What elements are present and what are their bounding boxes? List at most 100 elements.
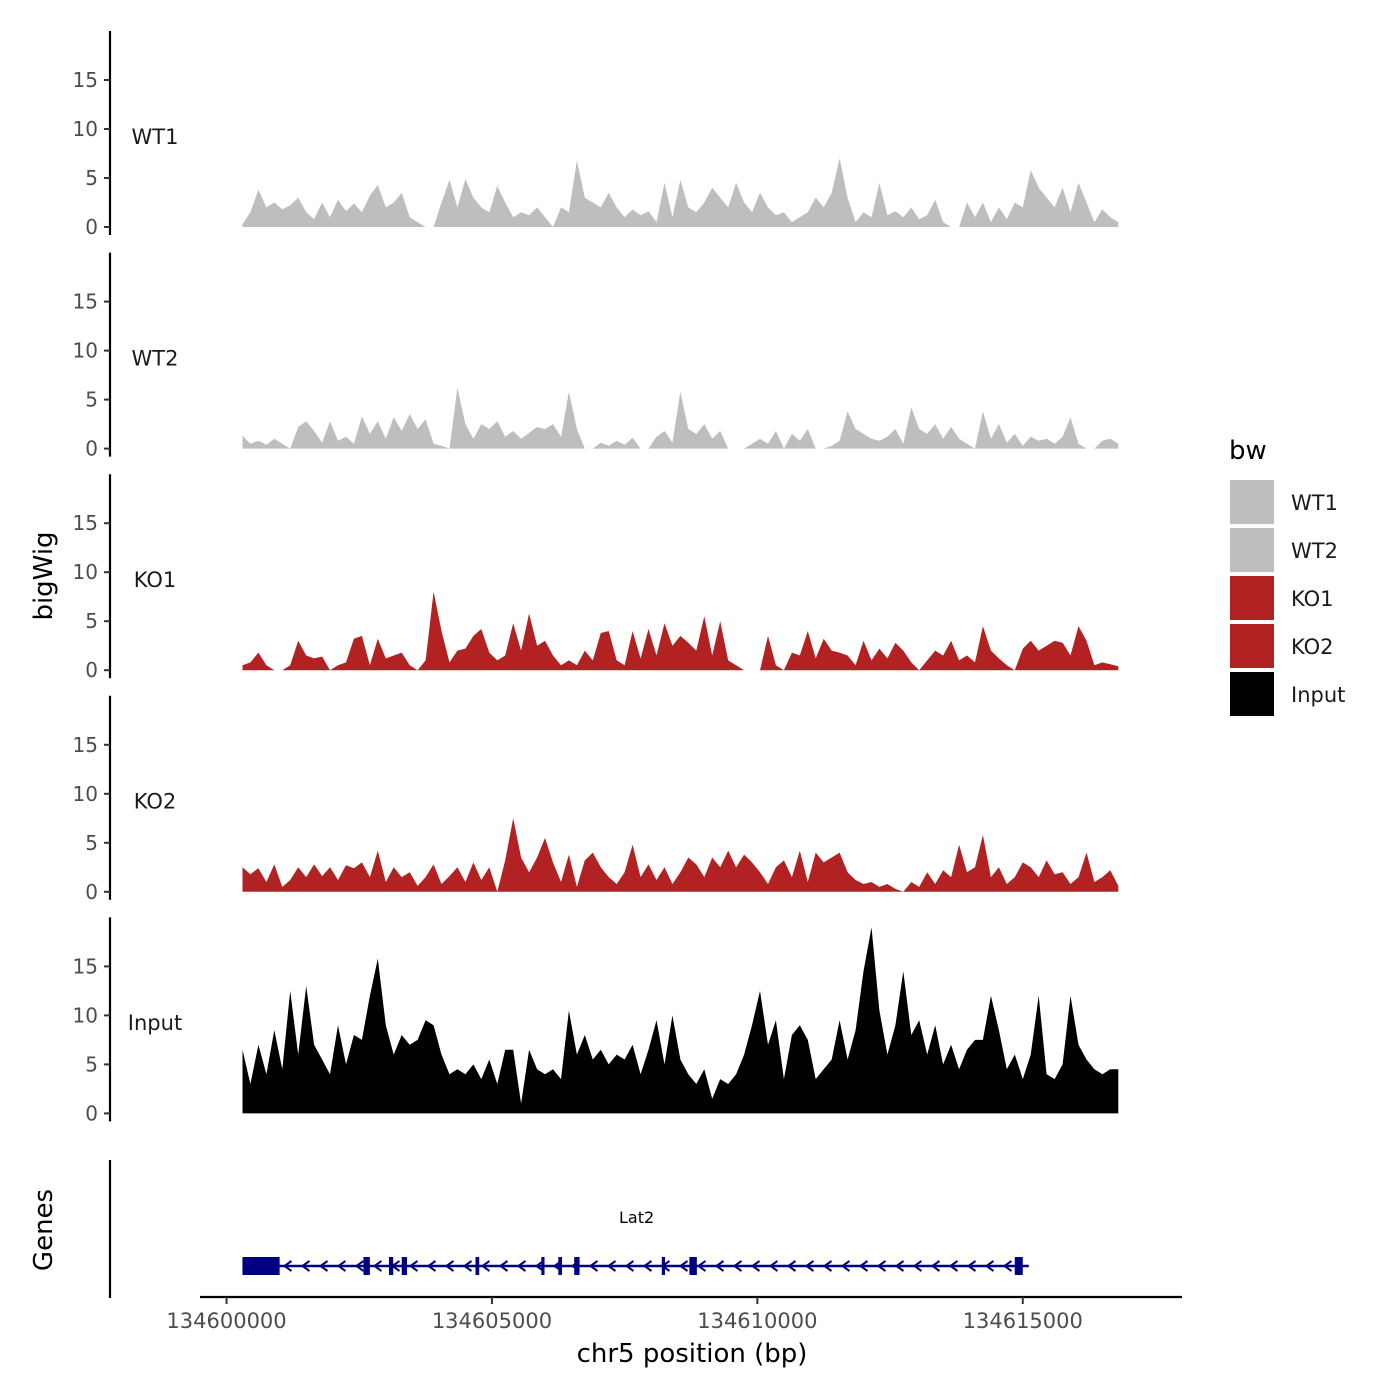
- x-tick-label: 134605000: [432, 1309, 552, 1333]
- exon: [388, 1257, 394, 1275]
- area-ko1: [242, 591, 1119, 671]
- y-tick-label: 0: [85, 880, 98, 904]
- exon: [401, 1257, 408, 1275]
- strand-arrow: [372, 1260, 383, 1272]
- legend-title: bw: [1229, 436, 1267, 466]
- strand-arrow: [624, 1260, 635, 1272]
- strand-arrow: [444, 1260, 455, 1272]
- genes-axis-title: Genes: [29, 1189, 59, 1271]
- strand-arrow: [750, 1260, 761, 1272]
- strand-arrow: [912, 1260, 923, 1272]
- y-tick-label: 0: [85, 215, 98, 239]
- legend-key: [1230, 672, 1274, 716]
- legend-label: WT2: [1291, 539, 1338, 563]
- legend-label: KO2: [1291, 635, 1334, 659]
- strand-arrow: [678, 1260, 689, 1272]
- y-tick-label: 0: [85, 1101, 98, 1125]
- strand-arrow: [300, 1260, 311, 1272]
- legend-label: Input: [1291, 683, 1345, 707]
- y-tick-label: 10: [73, 782, 98, 806]
- strand-arrow: [804, 1260, 815, 1272]
- strand-arrow: [282, 1260, 293, 1272]
- strand-arrow: [714, 1260, 725, 1272]
- legend-label: WT1: [1291, 491, 1338, 515]
- strand-arrow: [840, 1260, 851, 1272]
- x-axis-title: chr5 position (bp): [577, 1339, 808, 1369]
- exon: [363, 1257, 370, 1275]
- y-tick-label: 15: [73, 511, 98, 535]
- y-tick-label: 5: [85, 166, 98, 190]
- y-tick-label: 0: [85, 437, 98, 461]
- y-tick-label: 10: [73, 339, 98, 363]
- legend-key: [1230, 528, 1274, 572]
- area-wt2: [242, 387, 1119, 449]
- x-tick-label: 134600000: [166, 1309, 286, 1333]
- strand-arrow: [930, 1260, 941, 1272]
- strand-arrow: [480, 1260, 491, 1272]
- strand-arrow: [606, 1260, 617, 1272]
- y-tick-label: 15: [73, 290, 98, 314]
- bigwig-tracks: 0 5 10 15 WT1 0 5 10 15 WT2 0 5 10 15 KO1 0 5 10 15 KO2 0 5 10…: [73, 31, 1119, 1125]
- strand-arrow: [534, 1260, 545, 1272]
- strand-arrow: [984, 1260, 995, 1272]
- y-axis-title: bigWig: [29, 531, 59, 620]
- y-tick-label: 10: [73, 1003, 98, 1027]
- y-tick-label: 5: [85, 1052, 98, 1076]
- exon: [1014, 1257, 1023, 1275]
- y-tick-label: 15: [73, 954, 98, 978]
- exon: [689, 1257, 697, 1275]
- strand-arrow: [336, 1260, 347, 1272]
- strand-arrow: [894, 1260, 905, 1272]
- strand-arrow: [408, 1260, 419, 1272]
- strand-arrow: [786, 1260, 797, 1272]
- strand-arrow: [822, 1260, 833, 1272]
- strand-arrow: [498, 1260, 509, 1272]
- track-label: KO2: [134, 790, 177, 814]
- legend-label: KO1: [1291, 587, 1334, 611]
- y-tick-label: 15: [73, 68, 98, 92]
- legend-key: [1230, 624, 1274, 668]
- strand-arrow: [858, 1260, 869, 1272]
- area-ko2: [242, 818, 1119, 892]
- exon: [475, 1257, 480, 1275]
- strand-arrow: [696, 1260, 707, 1272]
- gene-panel: Lat2: [108, 1160, 1029, 1298]
- y-tick-label: 10: [73, 560, 98, 584]
- y-tick-label: 5: [85, 609, 98, 633]
- strand-arrow: [966, 1260, 977, 1272]
- exon: [574, 1257, 580, 1275]
- strand-arrow: [876, 1260, 887, 1272]
- strand-arrow: [318, 1260, 329, 1272]
- track-label: KO1: [134, 568, 177, 592]
- exon: [558, 1257, 563, 1275]
- track-ko2: 0 5 10 15 KO2: [73, 695, 1119, 904]
- strand-arrow: [732, 1260, 743, 1272]
- gene-label: Lat2: [619, 1208, 654, 1227]
- strand-arrow: [588, 1260, 599, 1272]
- track-wt1: 0 5 10 15 WT1: [73, 31, 1119, 239]
- strand-arrow: [768, 1260, 779, 1272]
- legend-key: [1230, 480, 1274, 524]
- x-tick-label: 134610000: [697, 1309, 817, 1333]
- area-wt1: [242, 158, 1119, 227]
- track-label: WT2: [132, 346, 179, 370]
- track-input: 0 5 10 15 Input: [73, 917, 1119, 1125]
- y-tick-label: 5: [85, 388, 98, 412]
- strand-arrow: [1002, 1260, 1013, 1272]
- track-wt2: 0 5 10 15 WT2: [73, 252, 1119, 461]
- exon: [242, 1257, 280, 1275]
- exon: [541, 1257, 545, 1275]
- legend-key: [1230, 576, 1274, 620]
- strand-arrow: [354, 1260, 365, 1272]
- x-axis: 134600000 134605000 134610000 134615000: [166, 1295, 1182, 1333]
- exon: [661, 1257, 665, 1275]
- strand-arrow: [462, 1260, 473, 1272]
- legend: bw WT1 WT2 KO1 KO2 Input: [1229, 436, 1345, 716]
- y-tick-label: 10: [73, 117, 98, 141]
- area-input: [242, 927, 1119, 1114]
- y-tick-label: 5: [85, 831, 98, 855]
- track-ko1: 0 5 10 15 KO1: [73, 474, 1119, 682]
- y-tick-label: 15: [73, 733, 98, 757]
- x-tick-label: 134615000: [963, 1309, 1083, 1333]
